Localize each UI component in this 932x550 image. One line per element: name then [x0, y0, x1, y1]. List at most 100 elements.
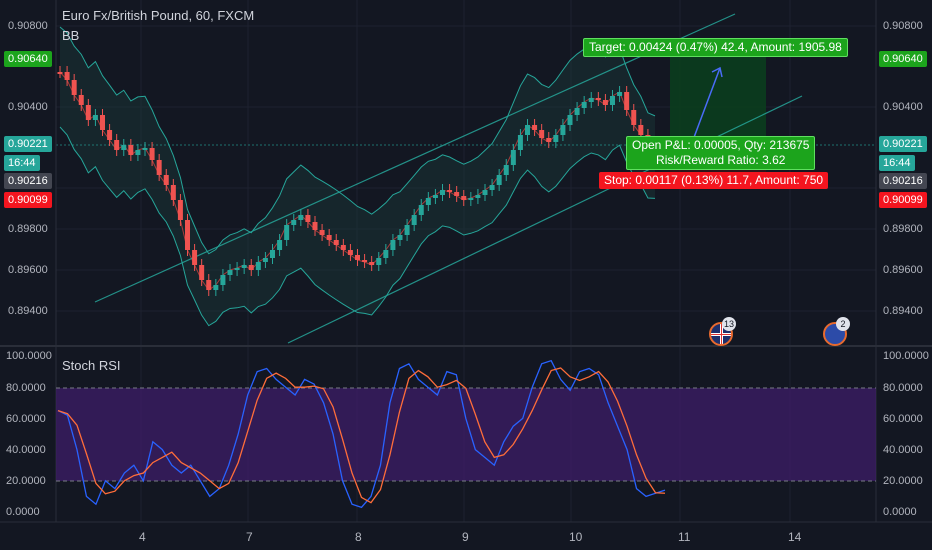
candle-body — [319, 230, 325, 235]
candle-body — [326, 235, 332, 240]
risk-reward-line: Risk/Reward Ratio: 3.62 — [656, 153, 786, 167]
candle-body — [333, 240, 339, 245]
rsi-tick: 0.0000 — [6, 506, 40, 518]
indicator-label[interactable]: BB — [62, 28, 80, 43]
rsi-band — [56, 388, 876, 481]
candle-body — [638, 125, 644, 135]
candle-body — [461, 196, 467, 200]
candle-body — [631, 110, 637, 125]
rsi-tick: 40.0000 — [883, 444, 923, 456]
stoch-d-line — [57, 367, 666, 504]
candle-body — [142, 148, 148, 150]
price-tick: 0.90640 — [4, 51, 52, 67]
bb-upper — [59, 26, 656, 255]
rsi-tick: 0.0000 — [883, 506, 917, 518]
candle-body — [149, 148, 155, 160]
rsi-tick: 80.0000 — [6, 382, 46, 394]
candle-body — [85, 105, 91, 120]
candle-body — [234, 268, 240, 270]
candle-body — [595, 98, 601, 100]
price-tick: 0.90800 — [883, 20, 923, 32]
pl-label[interactable]: Open P&L: 0.00005, Qty: 213675 Risk/Rewa… — [626, 136, 816, 170]
candle-body — [255, 262, 261, 270]
price-tick: 0.89400 — [8, 305, 48, 317]
price-tick: 0.90640 — [879, 51, 927, 67]
candle-body — [418, 205, 424, 215]
candle-body — [532, 125, 538, 130]
projection-arrow[interactable] — [689, 66, 723, 149]
candle-body — [291, 220, 297, 225]
candle-body — [468, 198, 474, 200]
stop-label[interactable]: Stop: 0.00117 (0.13%) 11.7, Amount: 750 — [599, 172, 829, 189]
candle-body — [347, 250, 353, 255]
price-tick: 16:44 — [4, 155, 40, 171]
stoch-k-line — [57, 359, 666, 509]
candle-body — [489, 185, 495, 190]
rsi-tick: 60.0000 — [883, 413, 923, 425]
candle-body — [78, 95, 84, 105]
candle-body — [390, 240, 396, 250]
candle-body — [298, 215, 304, 220]
candle-body — [284, 225, 290, 240]
candle-body — [227, 270, 233, 275]
candle-body — [447, 190, 453, 192]
candle-body — [624, 92, 630, 110]
candle-body — [496, 175, 502, 185]
price-tick: 16:44 — [879, 155, 915, 171]
candle-body — [305, 215, 311, 222]
candle-body — [64, 72, 70, 80]
price-tick: 0.90400 — [883, 101, 923, 113]
candle-body — [525, 125, 530, 135]
price-tick: 0.90099 — [879, 192, 927, 208]
candle-body — [376, 258, 382, 265]
candle-body — [588, 98, 594, 102]
price-tick: 0.90800 — [8, 20, 48, 32]
price-tick: 0.90221 — [4, 136, 52, 152]
pl-line: Open P&L: 0.00005, Qty: 213675 — [632, 138, 810, 152]
price-tick: 0.90216 — [879, 173, 927, 189]
event-badge-count: 2 — [836, 317, 850, 331]
candle-body — [581, 102, 587, 108]
stoch-rsi-title[interactable]: Stoch RSI — [62, 358, 121, 373]
candle-body — [199, 265, 205, 280]
price-tick: 0.89800 — [883, 223, 923, 235]
candle-body — [482, 190, 488, 195]
price-tick: 0.89400 — [883, 305, 923, 317]
candle-body — [475, 195, 481, 198]
candle-body — [135, 150, 141, 155]
rsi-tick: 20.0000 — [6, 475, 46, 487]
candle-body — [100, 115, 105, 130]
time-tick: 9 — [462, 530, 469, 544]
price-tick: 0.90099 — [4, 192, 52, 208]
target-label[interactable]: Target: 0.00424 (0.47%) 42.4, Amount: 19… — [583, 38, 848, 57]
rsi-tick: 60.0000 — [6, 413, 46, 425]
candle-body — [213, 285, 219, 290]
candle-body — [170, 185, 176, 200]
candle-body — [241, 265, 247, 268]
candle-body — [57, 72, 63, 74]
candle-body — [355, 255, 360, 260]
candle-body — [220, 275, 226, 285]
price-tick: 0.90400 — [8, 101, 48, 113]
symbol-title: Euro Fx/British Pound, 60, FXCM — [62, 8, 255, 23]
candle-body — [277, 240, 283, 250]
candle-body — [383, 250, 389, 258]
time-tick: 14 — [788, 530, 802, 544]
candle-body — [177, 200, 183, 220]
candle-body — [425, 198, 431, 205]
candle-body — [546, 138, 552, 142]
candle-body — [340, 245, 346, 250]
candle-body — [553, 135, 559, 142]
price-tick: 0.89800 — [8, 223, 48, 235]
candle-body — [107, 130, 113, 140]
candle-body — [517, 135, 523, 150]
candle-body — [610, 96, 615, 105]
candle-body — [362, 260, 368, 262]
candle-body — [510, 150, 516, 165]
candle-body — [454, 192, 460, 196]
time-tick: 7 — [246, 530, 253, 544]
bb-lower — [59, 126, 656, 327]
candle-body — [560, 125, 566, 135]
rsi-tick: 40.0000 — [6, 444, 46, 456]
